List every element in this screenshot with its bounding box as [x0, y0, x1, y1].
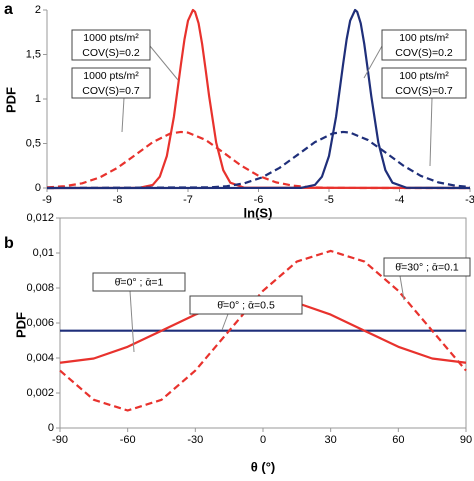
- y-tick-label: 1: [35, 93, 41, 105]
- x-tick-label: -9: [42, 194, 52, 206]
- leader-line: [363, 45, 383, 79]
- annotation-box: [381, 29, 467, 61]
- annotation-text: θ̄=30° ; ᾱ=0.1: [395, 261, 459, 273]
- annotation-box: [381, 67, 467, 99]
- x-axis-label: θ (°): [251, 459, 276, 474]
- annotation-text: COV(S)=0.7: [82, 85, 140, 97]
- leader-line: [221, 313, 229, 331]
- y-tick-label: 0,012: [26, 212, 54, 224]
- y-tick-label: 0: [48, 422, 54, 434]
- x-tick-label: -8: [113, 194, 123, 206]
- x-tick-label: 60: [392, 434, 404, 446]
- annotation-text: COV(S)=0.2: [82, 47, 140, 59]
- panel-label: b: [4, 235, 14, 252]
- y-tick-label: 0,008: [26, 282, 54, 294]
- y-tick-label: 2: [35, 4, 41, 16]
- y-tick-label: 0,5: [26, 137, 41, 149]
- leader-line: [149, 45, 179, 81]
- annotation-box: [92, 272, 186, 292]
- annotation-text: 1000 pts/m²: [83, 70, 139, 82]
- y-axis-label: PDF: [3, 87, 18, 113]
- annotation-text: θ̄=0° ; ᾱ=1: [115, 276, 164, 288]
- annotation-text: 1000 pts/m²: [83, 32, 139, 44]
- x-tick-label: -60: [120, 434, 136, 446]
- annotation-box: [71, 29, 151, 61]
- series-line: [59, 249, 467, 412]
- leader-line: [429, 97, 433, 167]
- series-line: [46, 8, 471, 190]
- annotation-text: 100 pts/m²: [399, 32, 449, 44]
- annotation-box: [189, 295, 303, 315]
- y-axis-label: PDF: [13, 312, 28, 338]
- x-tick-label: -6: [254, 194, 264, 206]
- series-line: [46, 130, 471, 190]
- annotation-text: COV(S)=0.2: [395, 47, 453, 59]
- x-tick-label: 0: [260, 434, 266, 446]
- y-tick-label: 0,006: [26, 317, 54, 329]
- x-tick-label: -5: [324, 194, 334, 206]
- x-tick-label: -7: [183, 194, 193, 206]
- annotation-box: [71, 67, 151, 99]
- annotation-text: θ̄=0° ; ᾱ=0.5: [217, 299, 275, 311]
- y-tick-label: 0,002: [26, 387, 54, 399]
- plot-frame: [59, 217, 467, 429]
- x-axis-label: ln(S): [244, 205, 273, 220]
- x-tick-label: 90: [460, 434, 472, 446]
- annotation-box: [383, 257, 471, 277]
- y-tick-label: 0,01: [33, 247, 54, 259]
- annotation-text: 100 pts/m²: [399, 70, 449, 82]
- leader-line: [399, 275, 405, 301]
- y-tick-label: 0: [35, 182, 41, 194]
- annotation-text: COV(S)=0.7: [395, 85, 453, 97]
- y-tick-label: 0,004: [26, 352, 54, 364]
- y-tick-label: 1,5: [26, 48, 41, 60]
- leader-line: [129, 290, 135, 353]
- panel-label: a: [4, 1, 13, 18]
- x-tick-label: -90: [52, 434, 68, 446]
- x-tick-label: -30: [187, 434, 203, 446]
- x-tick-label: -3: [465, 194, 474, 206]
- series-line: [46, 8, 471, 190]
- leader-line: [121, 97, 125, 133]
- x-tick-label: -4: [395, 194, 405, 206]
- x-tick-label: 30: [325, 434, 337, 446]
